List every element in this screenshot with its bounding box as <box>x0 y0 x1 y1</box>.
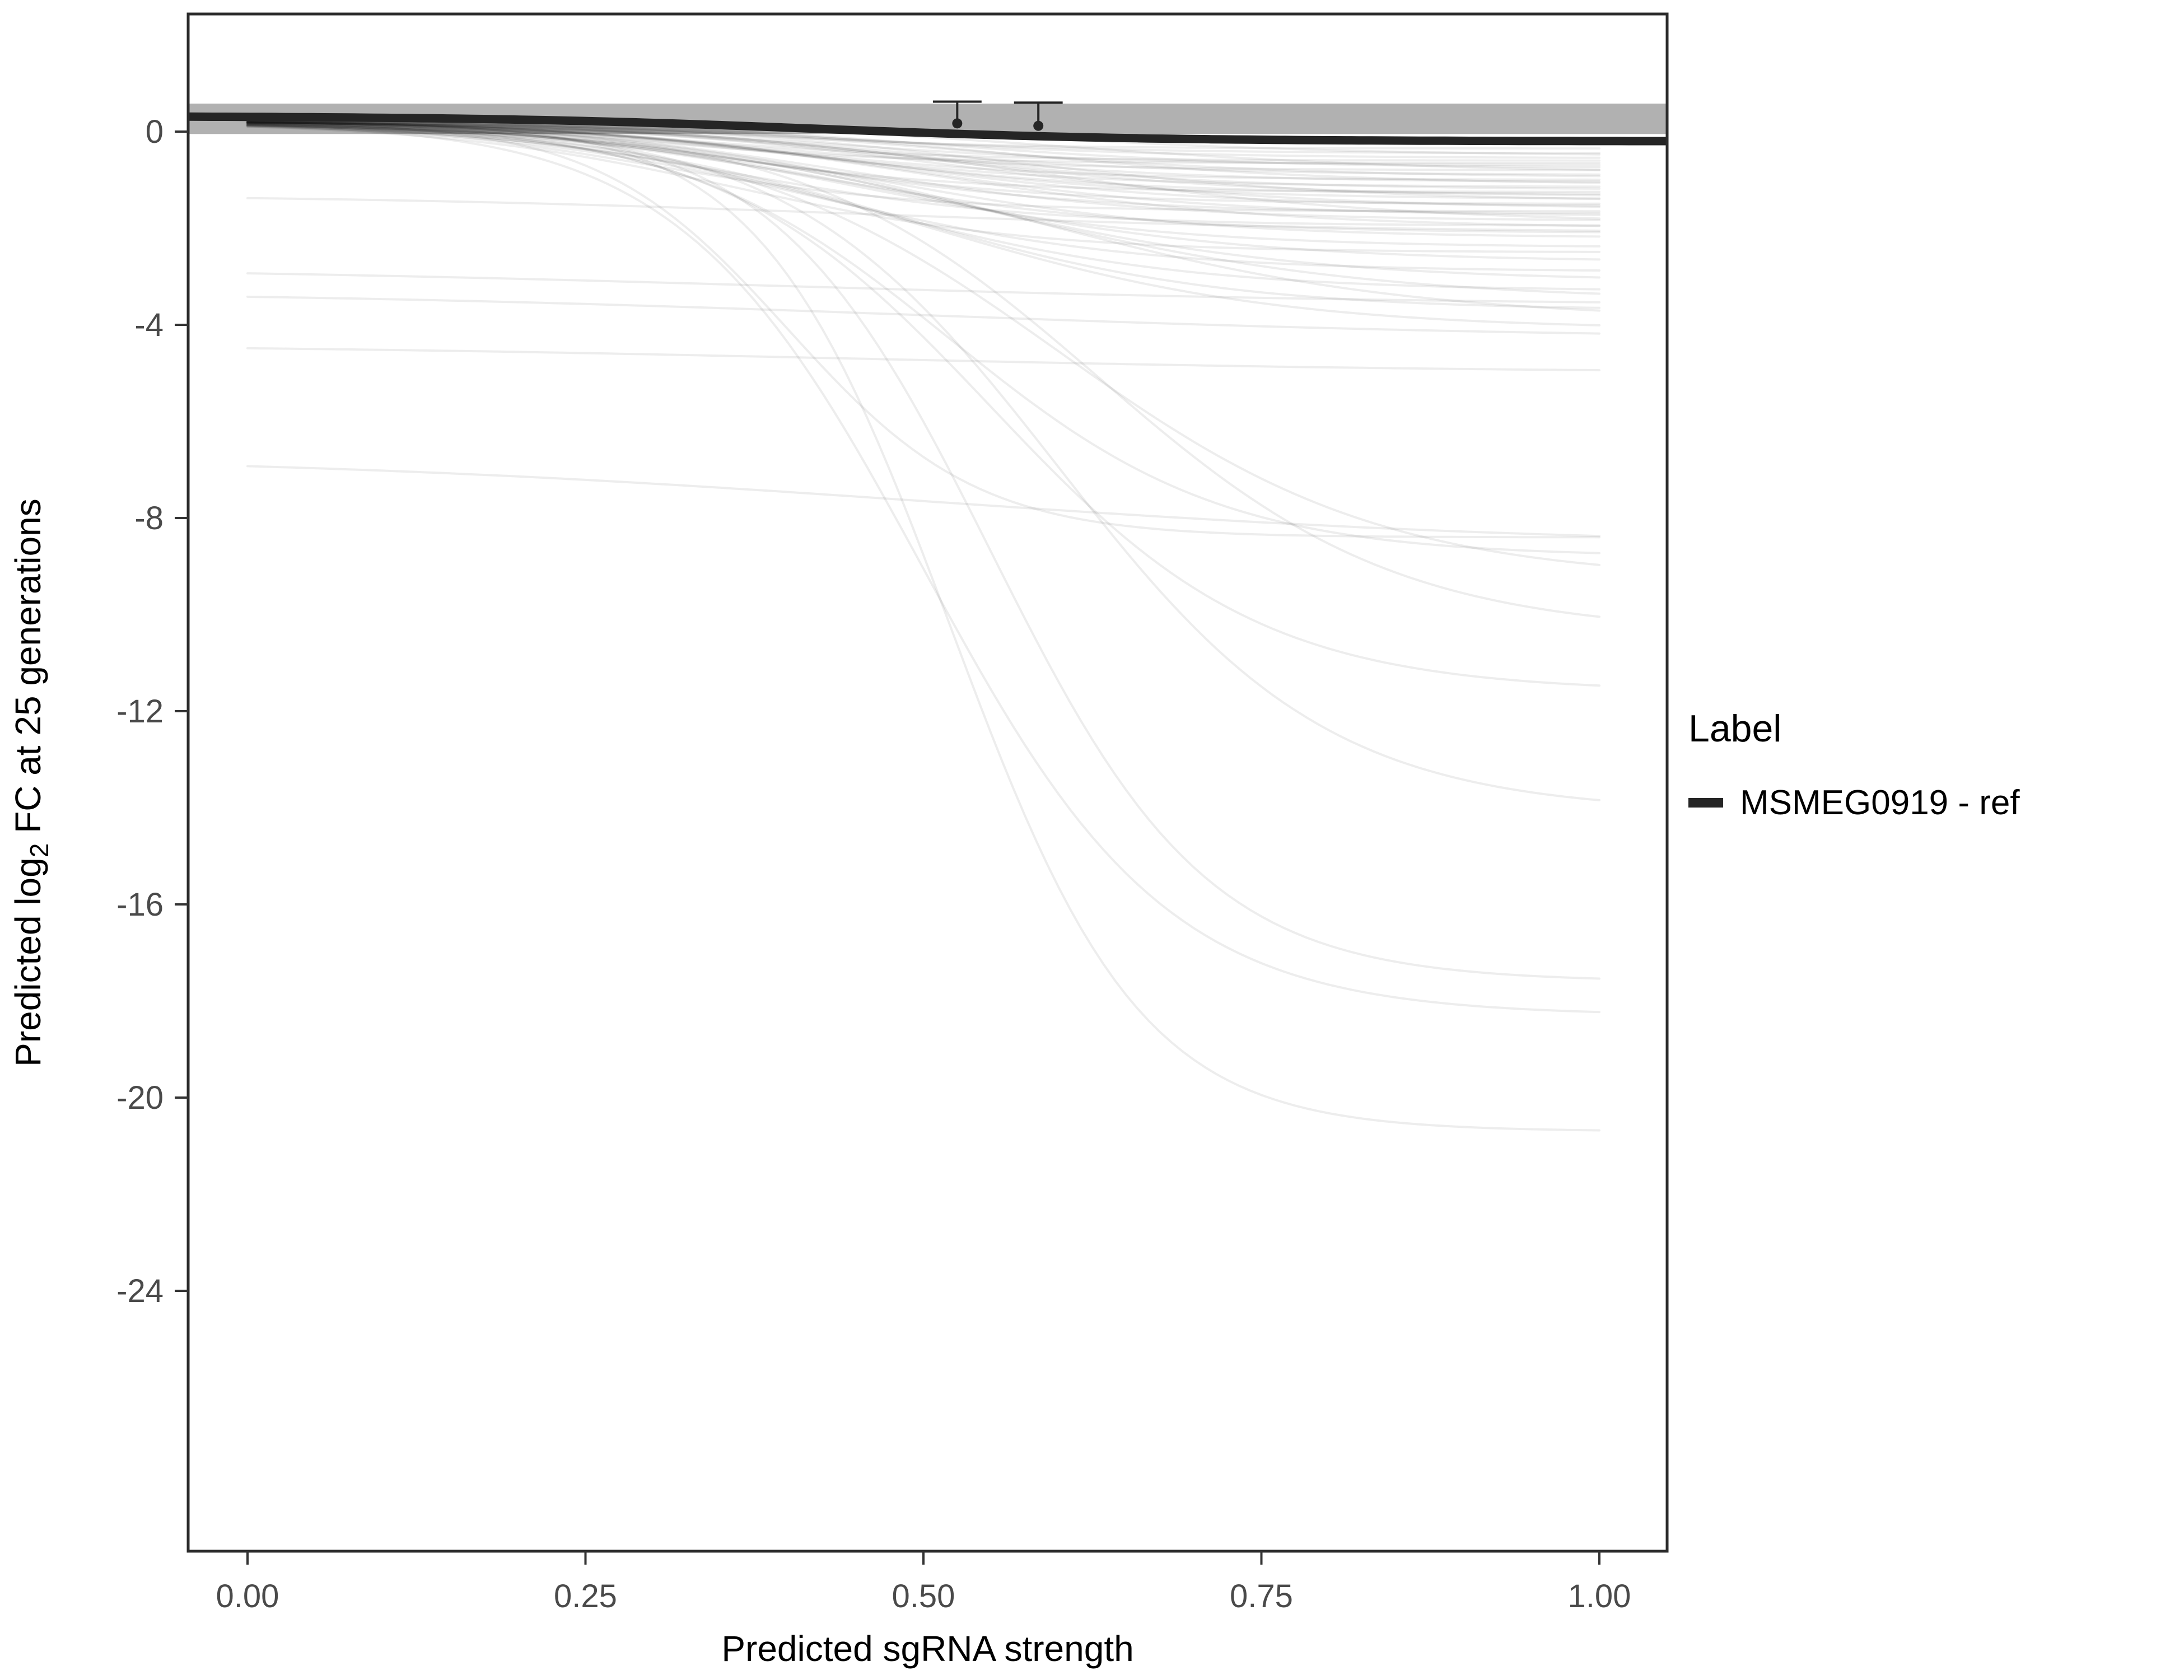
error-bar-point <box>952 118 963 129</box>
background-curve <box>246 119 1600 190</box>
reference-line <box>188 112 1667 146</box>
background-curve <box>246 120 1600 238</box>
background-curve <box>246 124 1600 291</box>
background-curve <box>246 120 1600 227</box>
background-curve <box>246 124 1600 312</box>
y-tick-label: 0 <box>146 114 164 150</box>
background-curve <box>246 122 1600 214</box>
background-curve <box>246 119 1600 176</box>
y-tick-label: -12 <box>116 693 164 730</box>
background-curve <box>246 121 1600 183</box>
y-tick-label: -16 <box>116 886 164 923</box>
legend-key-line <box>1688 798 1723 808</box>
background-curve <box>246 123 1600 213</box>
background-curve <box>246 120 1600 178</box>
x-tick-label: 0.50 <box>892 1578 955 1614</box>
legend-item: MSMEG0919 - ref <box>1688 783 2020 823</box>
background-curve <box>246 124 1600 566</box>
background-curve <box>246 119 1600 150</box>
background-curve <box>246 124 1600 1014</box>
y-axis-title: Predicted log2 FC at 25 generations <box>8 498 54 1067</box>
background-curve <box>246 123 1600 227</box>
background-curve <box>246 121 1600 208</box>
background-curve <box>246 121 1600 164</box>
background-curve <box>246 122 1600 188</box>
background-curve <box>246 121 1600 1132</box>
x-tick-label: 0.00 <box>216 1578 279 1614</box>
y-tick-label: -24 <box>116 1273 164 1309</box>
panel-border <box>186 12 1669 1553</box>
background-curve <box>246 120 1600 159</box>
background-curve <box>246 119 1600 155</box>
background-curve <box>246 122 1600 205</box>
background-curve <box>246 125 1600 326</box>
y-tick-label: -20 <box>116 1080 164 1116</box>
background-curve <box>246 124 1600 295</box>
background-curve <box>246 197 1600 232</box>
background-curve <box>246 347 1600 372</box>
background-curve <box>246 122 1600 980</box>
background-curve <box>246 122 1600 248</box>
legend-item-label: MSMEG0919 - ref <box>1740 783 2020 822</box>
background-curve <box>246 120 1600 181</box>
background-curve <box>246 120 1600 207</box>
legend: Label MSMEG0919 - ref <box>1688 707 2020 823</box>
background-curve <box>246 122 1600 171</box>
background-curve <box>246 123 1600 234</box>
background-curve <box>246 121 1600 221</box>
background-curve <box>246 121 1600 166</box>
background-curve <box>246 295 1600 335</box>
background-curve <box>246 120 1600 162</box>
background-curve <box>246 124 1600 309</box>
y-tick-label: -8 <box>134 500 164 536</box>
error-bar-point <box>1033 120 1044 131</box>
background-curve <box>246 121 1600 197</box>
background-curve <box>246 122 1600 618</box>
background-curve <box>246 123 1600 687</box>
x-tick-label: 0.75 <box>1230 1578 1293 1614</box>
background-curve <box>246 122 1600 216</box>
background-curve <box>246 122 1600 193</box>
background-curve <box>246 120 1600 200</box>
x-tick-label: 1.00 <box>1568 1578 1631 1614</box>
background-curve <box>246 123 1600 554</box>
background-curve <box>246 125 1600 253</box>
background-curve <box>246 121 1600 220</box>
background-curve <box>246 122 1600 801</box>
background-curve <box>246 122 1600 539</box>
x-tick-label: 0.25 <box>554 1578 617 1614</box>
background-curve <box>246 125 1600 272</box>
y-tick-label: -4 <box>134 307 164 343</box>
background-curve <box>246 120 1600 195</box>
x-axis-title: Predicted sgRNA strength <box>721 1628 1133 1669</box>
background-curve <box>246 465 1600 538</box>
legend-title: Label <box>1688 707 1782 750</box>
background-curve <box>246 272 1600 304</box>
background-curve <box>246 124 1600 261</box>
background-curve <box>246 123 1600 279</box>
background-curve <box>246 120 1600 200</box>
